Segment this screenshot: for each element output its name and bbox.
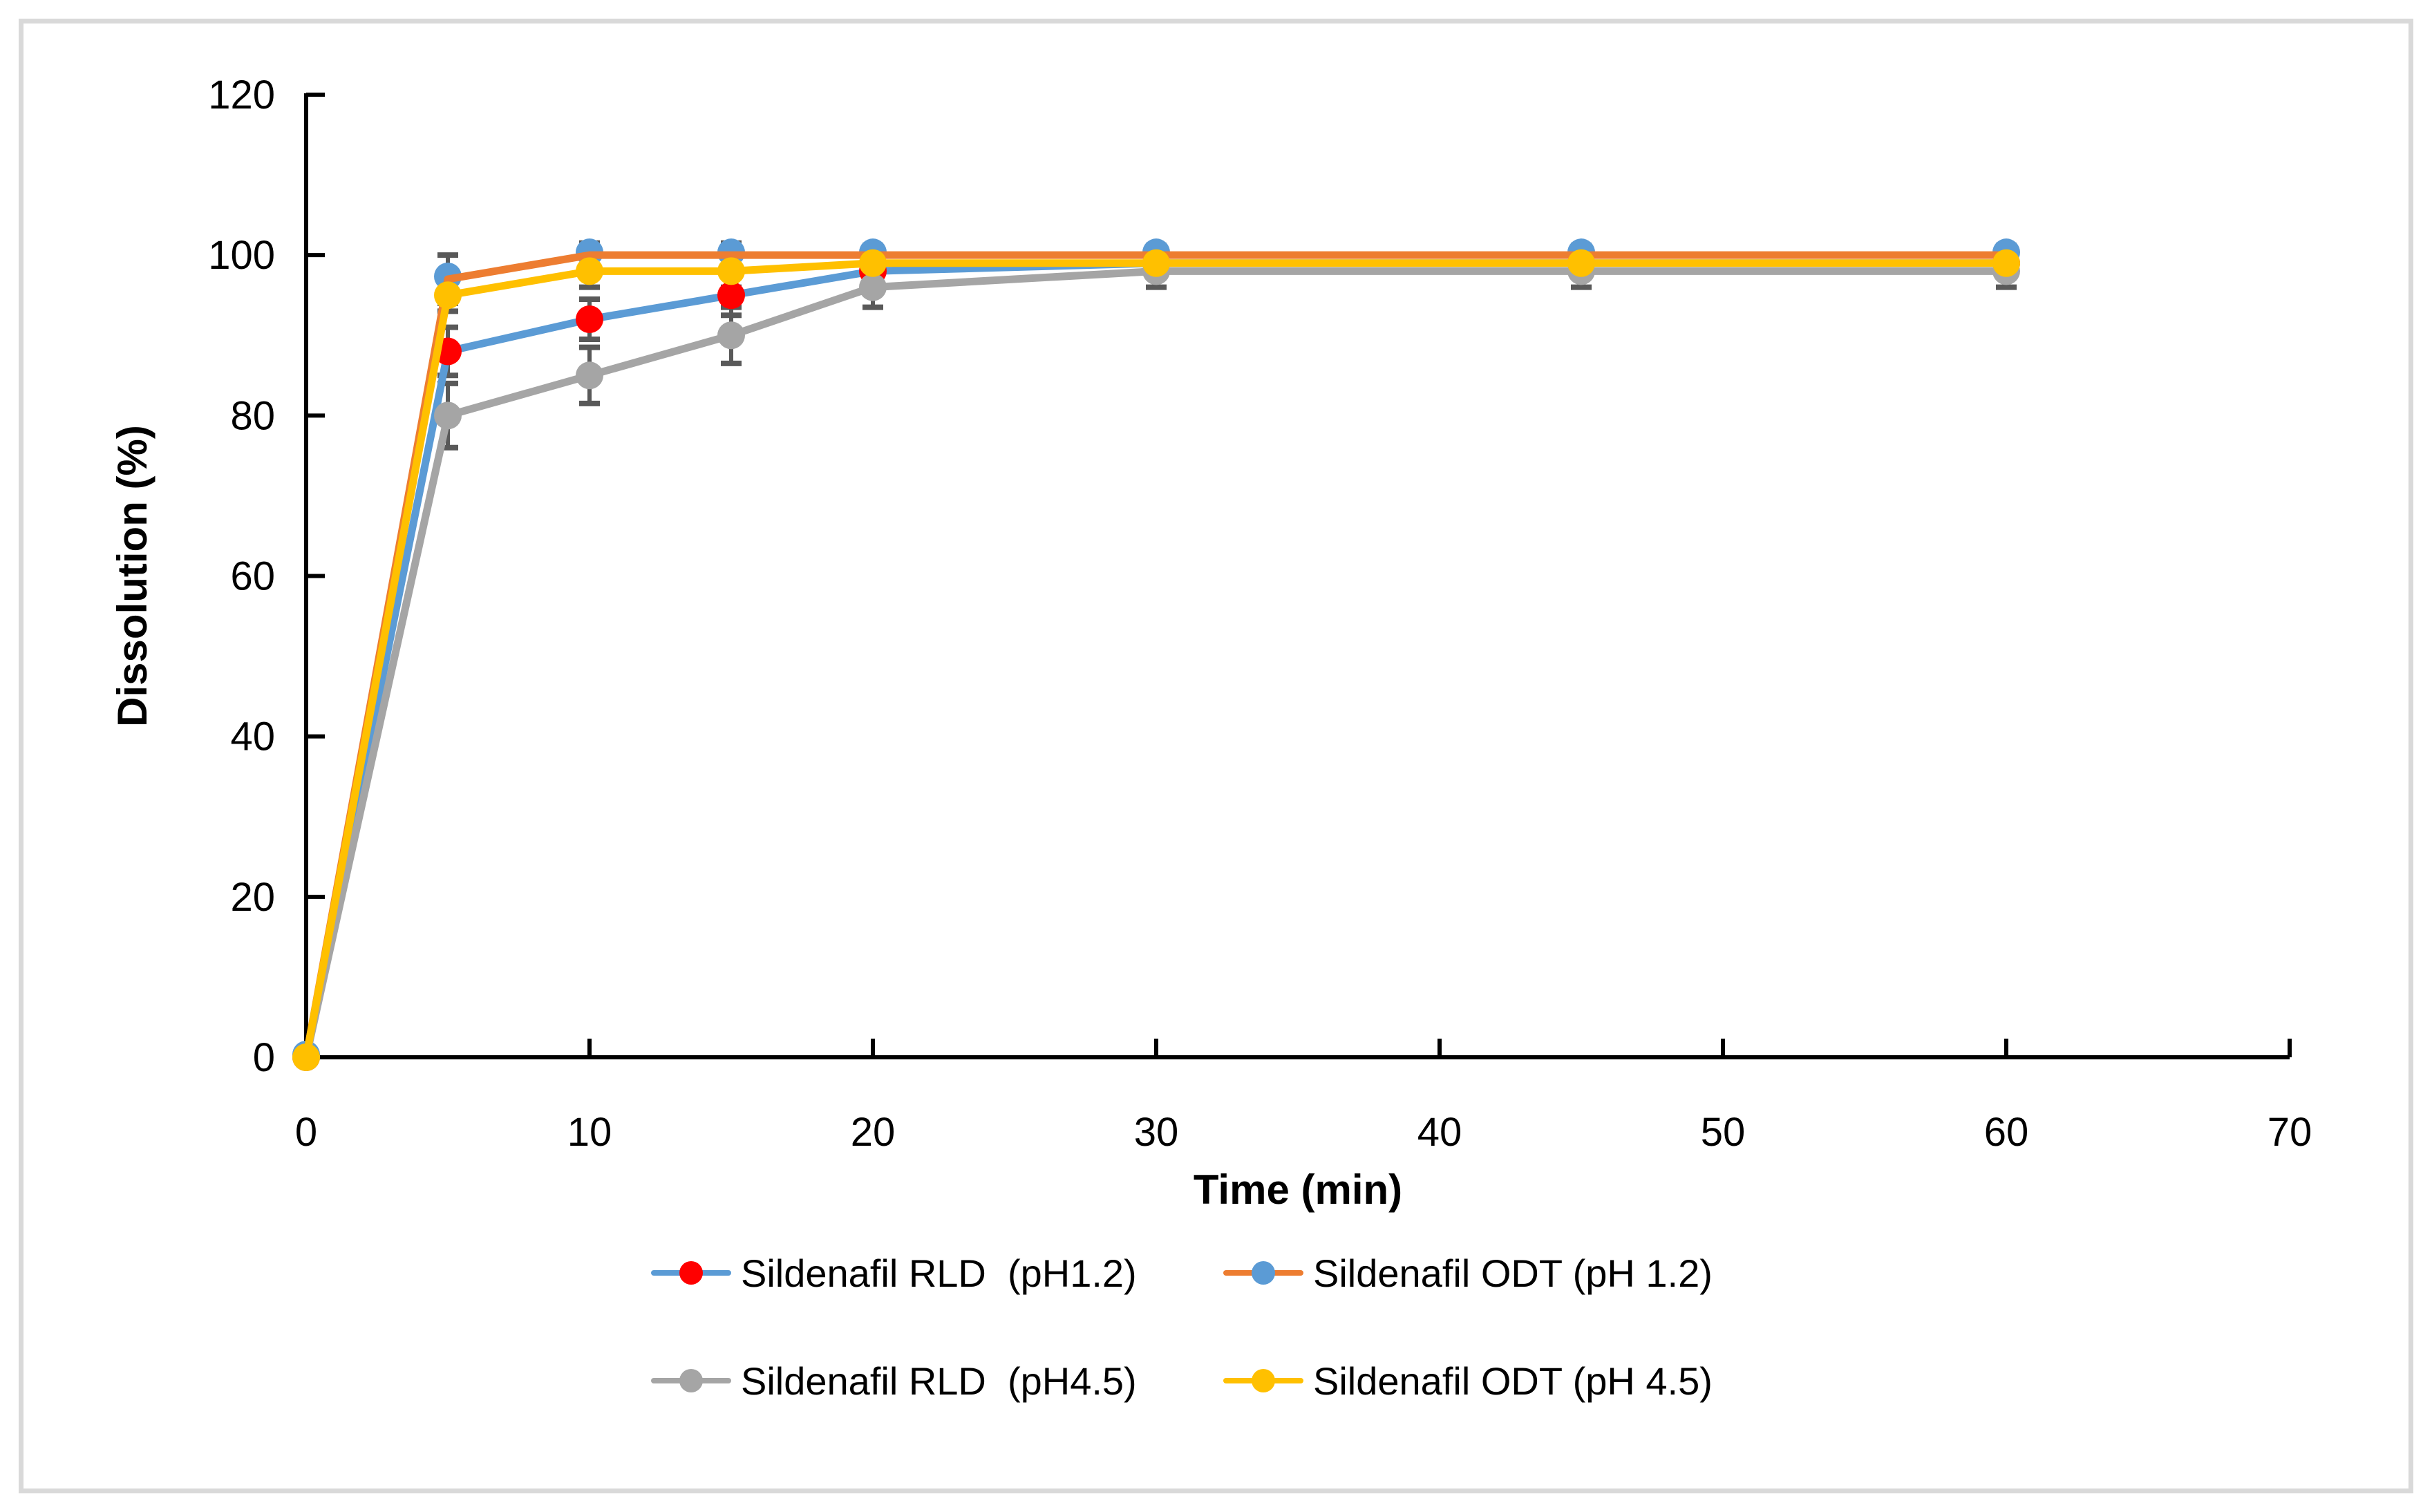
y-tick-label: 0 [253, 1035, 275, 1080]
y-tick-label: 60 [230, 554, 275, 599]
series-marker-2-3 [717, 321, 745, 350]
legend-label-rld-ph4-5: Sildenafil RLD (pH4.5) [741, 1359, 1137, 1403]
y-tick-label: 40 [230, 715, 275, 759]
x-tick-label: 0 [295, 1110, 317, 1155]
series-marker-2-1 [434, 401, 462, 430]
legend-marker-rld-ph1-2-icon [651, 1261, 731, 1285]
series-marker-3-7 [1992, 249, 2020, 277]
x-tick-label: 40 [1417, 1110, 1462, 1155]
legend-item-odt-ph1-2: Sildenafil ODT (pH 1.2) [1223, 1241, 1713, 1305]
series-marker-3-5 [1142, 249, 1170, 277]
series-line-1 [302, 251, 2010, 1061]
series-marker-3-4 [859, 249, 887, 277]
legend-item-odt-ph4-5: Sildenafil ODT (pH 4.5) [1223, 1349, 1713, 1412]
y-tick-label: 120 [208, 73, 275, 117]
legend-label-odt-ph1-2: Sildenafil ODT (pH 1.2) [1313, 1251, 1713, 1295]
x-axis-title: Time (min) [1194, 1166, 1402, 1213]
series-marker-3-1 [434, 281, 462, 310]
legend-marker-odt-ph1-2-icon [1223, 1261, 1303, 1285]
series-marker-2-2 [576, 361, 603, 390]
x-tick-label: 60 [1984, 1110, 2029, 1155]
y-axis-title: Dissolution (%) [109, 425, 155, 727]
y-tick-label: 20 [230, 875, 275, 920]
legend-label-odt-ph4-5: Sildenafil ODT (pH 4.5) [1313, 1359, 1713, 1403]
y-tick-label: 80 [230, 393, 275, 438]
series-marker-2-4 [859, 273, 887, 301]
series-marker-0-3 [717, 281, 745, 310]
series-marker-0-2 [576, 305, 603, 334]
legend-marker-odt-ph4-5-icon [1223, 1369, 1303, 1392]
series-marker-3-0 [292, 1043, 320, 1071]
y-tick-label: 100 [208, 233, 275, 278]
x-tick-label: 50 [1701, 1110, 1746, 1155]
x-tick-label: 70 [2268, 1110, 2312, 1155]
legend-item-rld-ph1-2: Sildenafil RLD (pH1.2) [651, 1241, 1223, 1305]
series-marker-3-6 [1567, 249, 1595, 277]
x-tick-label: 20 [851, 1110, 896, 1155]
series-marker-3-2 [576, 257, 603, 285]
series-line-3 [302, 259, 2010, 1061]
x-tick-label: 30 [1134, 1110, 1179, 1155]
legend-item-rld-ph4-5: Sildenafil RLD (pH4.5) [651, 1349, 1223, 1412]
legend-marker-rld-ph4-5-icon [651, 1369, 731, 1392]
legend: Sildenafil RLD (pH1.2) Sildenafil ODT (p… [651, 1241, 1713, 1412]
x-tick-label: 10 [567, 1110, 612, 1155]
series-marker-3-3 [717, 257, 745, 285]
legend-label-rld-ph1-2: Sildenafil RLD (pH1.2) [741, 1251, 1137, 1295]
series-line-2 [302, 267, 2010, 1061]
